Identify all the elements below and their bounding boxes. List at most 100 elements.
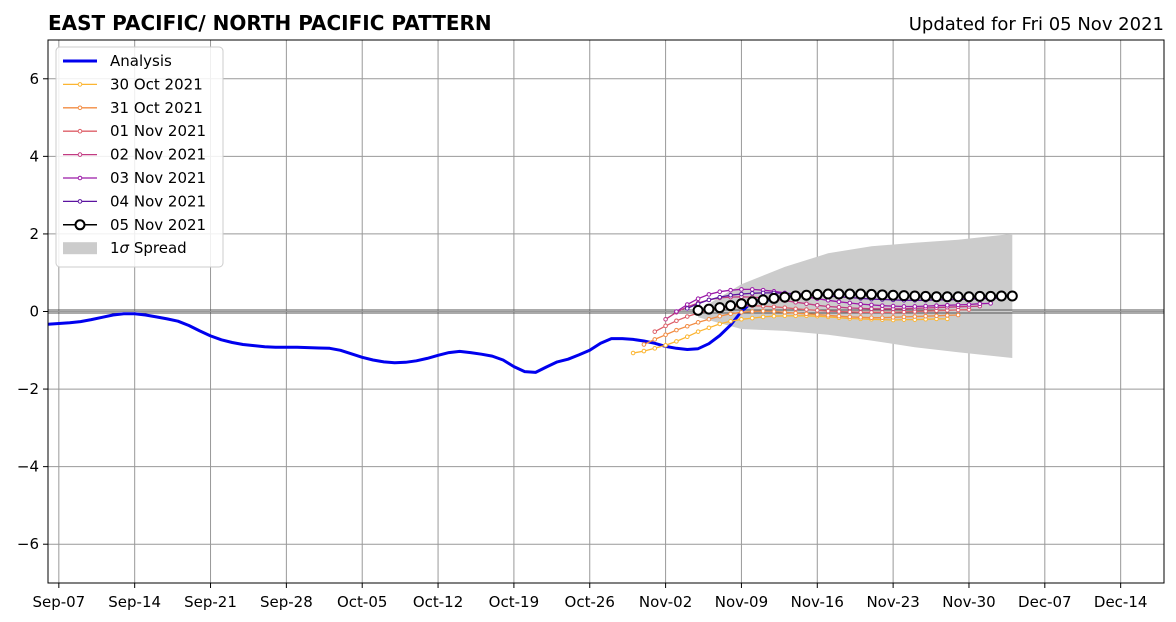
forecast-point — [739, 309, 744, 315]
x-tick-label: Oct-19 — [489, 593, 539, 611]
forecast-point — [901, 304, 907, 309]
forecast-point — [717, 313, 723, 319]
forecast-point — [728, 318, 733, 324]
legend-entry-2021-11-03: 03 Nov 2021 — [63, 169, 206, 187]
forecast-point — [855, 288, 867, 300]
forecast-point — [739, 291, 744, 297]
forecast-point — [930, 291, 942, 303]
x-tick-label: Nov-09 — [715, 593, 768, 611]
forecast-point — [760, 290, 766, 296]
forecast-point — [988, 301, 993, 306]
forecast-point — [955, 312, 961, 318]
spread-area — [698, 233, 1013, 358]
forecast-point — [923, 303, 928, 309]
x-tick-label: Sep-14 — [108, 593, 161, 611]
forecast-point — [858, 301, 863, 307]
forecast-point — [652, 337, 658, 342]
forecast-point — [912, 314, 918, 319]
forecast-point — [749, 287, 755, 292]
forecast-point — [663, 323, 668, 329]
forecast-point — [869, 306, 874, 312]
forecast-point — [898, 290, 910, 302]
forecast-point — [985, 290, 997, 302]
forecast-point — [782, 309, 788, 315]
forecast-point — [869, 315, 874, 321]
forecast-point — [717, 289, 723, 295]
forecast-point — [934, 313, 939, 319]
forecast-point — [825, 308, 831, 314]
y-tick-label: 2 — [29, 225, 39, 243]
x-tick-label: Oct-26 — [565, 593, 615, 611]
forecast-point — [887, 289, 899, 301]
forecast-point — [879, 315, 885, 321]
forecast-point — [652, 346, 658, 351]
forecast-point — [695, 296, 701, 302]
legend-label: 02 Nov 2021 — [110, 146, 206, 164]
forecast-point — [909, 290, 921, 302]
forecast-point — [674, 327, 679, 333]
forecast-point — [717, 294, 723, 300]
legend-entry-2021-10-30: 30 Oct 2021 — [63, 75, 203, 93]
forecast-point — [836, 309, 842, 314]
forecast-point — [735, 298, 747, 310]
forecast-point — [876, 289, 888, 301]
forecast-point — [674, 309, 679, 314]
legend-handle — [63, 242, 97, 255]
forecast-point — [945, 302, 950, 308]
series-group — [47, 287, 1018, 374]
forecast-point — [879, 303, 885, 308]
zero-line — [48, 309, 1164, 314]
spread-band — [698, 233, 1013, 358]
forecast-point — [847, 305, 853, 311]
forecast-point — [804, 311, 809, 317]
legend-label: 03 Nov 2021 — [110, 169, 206, 187]
forecast-point — [790, 290, 802, 302]
forecast-point — [966, 302, 972, 307]
forecast-point — [739, 287, 744, 292]
forecast-point — [641, 342, 647, 347]
forecast-point — [684, 302, 690, 307]
x-tick-label: Dec-14 — [1094, 593, 1148, 611]
forecast-point — [714, 302, 726, 314]
legend-marker — [74, 219, 86, 231]
x-tick-label: Sep-07 — [32, 593, 85, 611]
forecast-point — [703, 303, 715, 315]
forecast-point — [825, 304, 831, 309]
legend-marker — [77, 82, 83, 87]
x-tick-label: Nov-23 — [866, 593, 919, 611]
forecast-point — [814, 312, 820, 317]
forecast-point — [728, 311, 733, 317]
legend-label: 01 Nov 2021 — [110, 122, 206, 140]
legend-label: Analysis — [110, 52, 172, 70]
forecast-point — [695, 320, 701, 325]
forecast-point — [663, 332, 668, 338]
forecast-point — [725, 300, 737, 312]
x-tick-label: Oct-05 — [337, 593, 387, 611]
legend-entry-spread: 1σ Spread — [63, 239, 187, 257]
forecast-point — [746, 296, 758, 308]
x-tick-label: Nov-02 — [639, 593, 692, 611]
forecast-point — [952, 291, 964, 303]
legend-label: 31 Oct 2021 — [110, 99, 203, 117]
x-tick-label: Sep-21 — [184, 593, 237, 611]
forecast-series-2021-10-31 — [641, 308, 961, 347]
forecast-point — [890, 303, 896, 309]
forecast-point — [811, 288, 823, 300]
forecast-series-2021-11-05 — [692, 288, 1018, 316]
legend-entry-2021-10-31: 31 Oct 2021 — [63, 99, 203, 117]
forecast-point — [749, 309, 755, 314]
x-tick-label: Sep-28 — [260, 593, 313, 611]
forecast-point — [912, 304, 918, 309]
y-tick-label: 4 — [29, 147, 39, 165]
forecast-point — [800, 289, 812, 301]
forecast-point — [1006, 290, 1018, 302]
chart-subtitle: Updated for Fri 05 Nov 2021 — [909, 14, 1164, 35]
legend-entry-2021-11-05: 05 Nov 2021 — [63, 216, 206, 234]
legend-entry-2021-11-04: 04 Nov 2021 — [63, 192, 206, 210]
forecast-point — [941, 291, 953, 303]
forecast-point — [865, 288, 877, 300]
legend-entry-analysis: Analysis — [63, 52, 172, 70]
legend-label: 04 Nov 2021 — [110, 192, 206, 210]
forecast-point — [663, 316, 668, 322]
legend-entry-2021-11-01: 01 Nov 2021 — [63, 122, 206, 140]
